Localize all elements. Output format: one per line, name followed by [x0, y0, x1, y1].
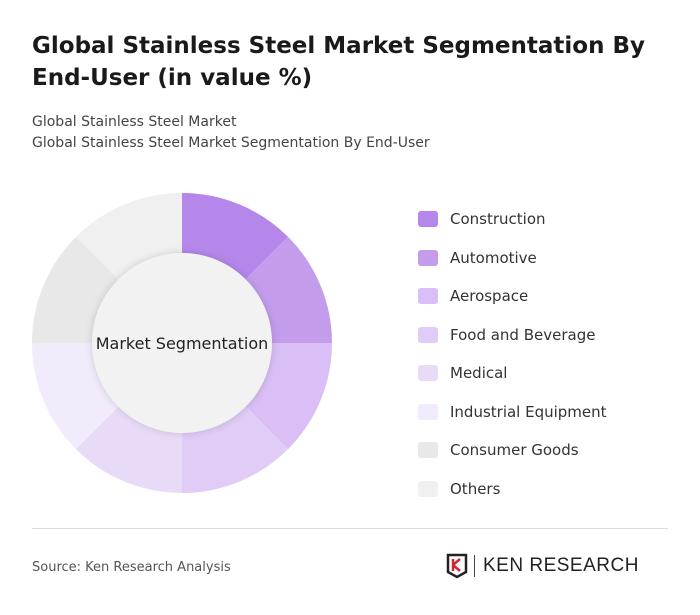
legend-item: Consumer Goods: [418, 431, 607, 470]
legend-swatch: [418, 326, 438, 343]
legend-label: Food and Beverage: [450, 325, 596, 344]
logo-icon: [446, 553, 468, 579]
legend-label: Consumer Goods: [450, 441, 579, 460]
legend-swatch: [418, 288, 438, 305]
page-title: Global Stainless Steel Market Segmentati…: [32, 33, 645, 91]
center-label: Market Segmentation: [96, 334, 269, 353]
logo-text: KEN RESEARCH: [483, 555, 639, 576]
legend-label: Aerospace: [450, 287, 529, 306]
donut-chart: Market Segmentation: [32, 193, 332, 493]
slice-automotive: [245, 236, 332, 343]
legend-item: Aerospace: [418, 277, 607, 316]
ken-research-logo: KEN RESEARCH: [446, 553, 639, 579]
source-text: Source: Ken Research Analysis: [32, 560, 231, 575]
legend-swatch: [418, 442, 438, 459]
slice-others: [75, 193, 182, 280]
legend-label: Industrial Equipment: [450, 402, 607, 421]
legend-item: Others: [418, 470, 607, 509]
slice-aerospace: [245, 343, 332, 450]
legend-swatch: [418, 480, 438, 497]
slice-food-and-beverage: [182, 406, 289, 493]
legend-swatch: [418, 249, 438, 266]
legend-label: Medical: [450, 364, 508, 383]
donut-center: [92, 253, 272, 433]
legend-item: Automotive: [418, 239, 607, 278]
subtitle-market: Global Stainless Steel Market: [32, 114, 237, 130]
legend-item: Medical: [418, 354, 607, 393]
slice-industrial-equipment: [32, 343, 119, 450]
legend-item: Industrial Equipment: [418, 393, 607, 432]
legend-swatch: [418, 365, 438, 382]
slice-consumer-goods: [32, 236, 119, 343]
slice-medical: [75, 406, 182, 493]
legend-label: Others: [450, 479, 501, 498]
legend-label: Construction: [450, 210, 546, 229]
legend-swatch: [418, 211, 438, 228]
legend: Construction Automotive Aerospace Food and …: [418, 200, 607, 508]
divider: [32, 528, 668, 529]
legend-item: Food and Beverage: [418, 316, 607, 355]
legend-swatch: [418, 403, 438, 420]
legend-label: Automotive: [450, 248, 537, 267]
legend-item: Construction: [418, 200, 607, 239]
slice-construction: [182, 193, 289, 280]
subtitle-segmentation: Global Stainless Steel Market Segmentati…: [32, 135, 430, 151]
